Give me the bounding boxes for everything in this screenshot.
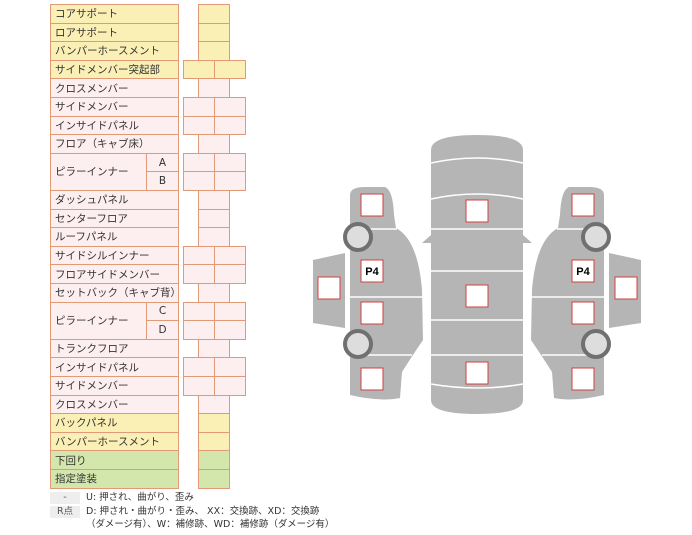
part-check-cell[interactable] xyxy=(214,264,246,284)
legend-key-dash: - xyxy=(50,492,80,504)
wheel-icon xyxy=(581,222,611,252)
part-label: フロア（キャブ床） xyxy=(50,134,179,154)
part-label: サイドシルインナー xyxy=(50,245,179,266)
wheel-icon xyxy=(581,329,611,359)
mark-box[interactable] xyxy=(614,276,638,300)
legend-text-d: D: 押され・曲がり・歪み、 XX：交換跡、XD：交換跡 xyxy=(86,506,320,517)
part-label: クロスメンバー xyxy=(50,394,179,415)
mark-box[interactable] xyxy=(360,367,384,391)
mark-box[interactable] xyxy=(465,361,489,385)
mark-box[interactable] xyxy=(571,193,595,217)
legend-text-d2: （ダメージ有）、W：補修跡、WD：補修跡（ダメージ有） xyxy=(86,519,335,530)
mark-box[interactable] xyxy=(571,301,595,325)
mark-box[interactable] xyxy=(465,284,489,308)
part-sublabel: C xyxy=(146,301,179,322)
part-sublabel: A xyxy=(146,152,179,173)
part-check-cell[interactable] xyxy=(214,320,246,340)
left-tab xyxy=(422,235,431,243)
wheel-icon xyxy=(343,222,373,252)
mark-box[interactable] xyxy=(317,276,341,300)
mark-box-p4-left[interactable] xyxy=(360,259,384,283)
mark-box[interactable] xyxy=(465,199,489,223)
mark-box[interactable] xyxy=(571,367,595,391)
part-check-cell[interactable] xyxy=(214,376,246,396)
part-label: バンパーホースメント xyxy=(50,41,179,61)
part-check-cell[interactable] xyxy=(214,171,246,191)
legend-key-r: R点 xyxy=(50,506,80,518)
part-label: バックパネル xyxy=(50,413,179,433)
right-tab xyxy=(523,235,532,243)
mark-box[interactable] xyxy=(360,301,384,325)
part-check-cell[interactable] xyxy=(198,469,230,489)
wheel-icon xyxy=(343,329,373,359)
part-label: サイドメンバー xyxy=(50,97,179,117)
part-check-cell[interactable] xyxy=(214,59,246,80)
part-label: サイドメンバー突起部 xyxy=(50,59,179,80)
part-label: バンパーホースメント xyxy=(50,431,179,452)
mark-label-right: P4 xyxy=(576,266,590,278)
mark-label-left: P4 xyxy=(365,266,379,278)
part-label: フロアサイドメンバー xyxy=(50,264,179,284)
part-check-cell[interactable] xyxy=(214,115,246,136)
part-label: センターフロア xyxy=(50,208,179,229)
part-label: インサイドパネル xyxy=(50,115,179,136)
part-label: 指定塗装 xyxy=(50,469,179,489)
car-top-body xyxy=(431,135,523,414)
part-label: クロスメンバー xyxy=(50,78,179,98)
legend-text-u: U: 押され、曲がり、歪み xyxy=(86,492,194,503)
mark-box-p4-right[interactable] xyxy=(571,259,595,283)
mark-box[interactable] xyxy=(360,193,384,217)
